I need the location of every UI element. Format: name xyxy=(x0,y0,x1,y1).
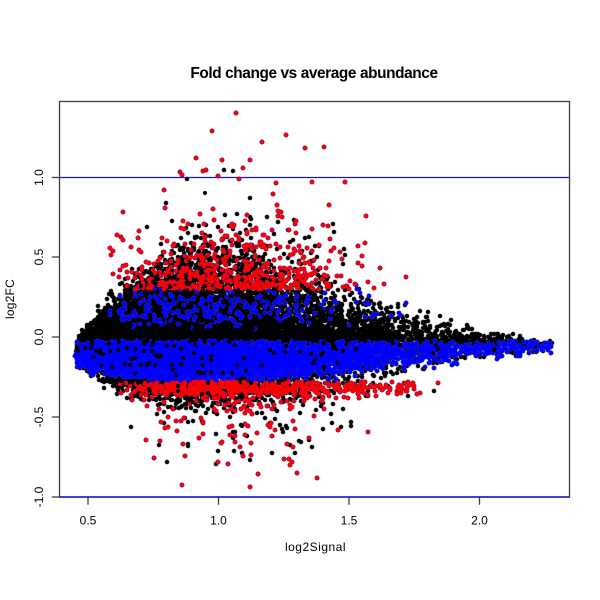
svg-text:2.0: 2.0 xyxy=(471,514,488,528)
svg-text:Fold change vs average abundan: Fold change vs average abundance xyxy=(190,65,438,82)
svg-text:1.0: 1.0 xyxy=(32,169,46,186)
svg-text:log2FC: log2FC xyxy=(3,279,17,319)
svg-text:log2Signal: log2Signal xyxy=(285,540,346,554)
svg-text:1.0: 1.0 xyxy=(210,514,227,528)
svg-text:-0.5: -0.5 xyxy=(32,406,46,427)
svg-text:-1.0: -1.0 xyxy=(32,486,46,507)
svg-text:1.5: 1.5 xyxy=(341,514,358,528)
svg-text:0.5: 0.5 xyxy=(32,248,46,265)
svg-text:0.0: 0.0 xyxy=(32,328,46,345)
svg-text:0.5: 0.5 xyxy=(80,514,97,528)
